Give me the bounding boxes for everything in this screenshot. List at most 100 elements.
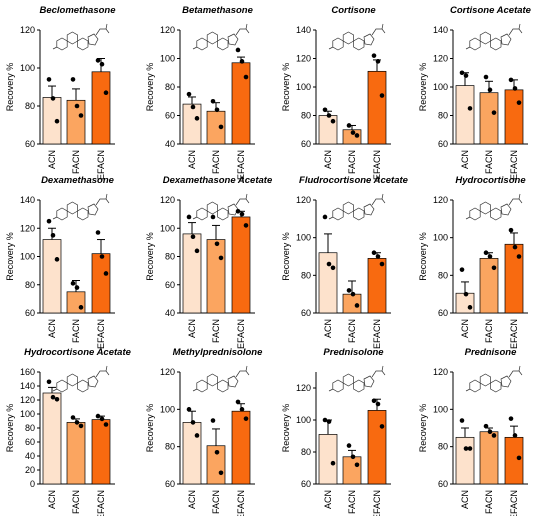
data-point bbox=[46, 77, 52, 82]
y-axis-label: Recovery % bbox=[418, 63, 428, 112]
y-tick-label: 100 bbox=[160, 223, 175, 233]
data-point bbox=[371, 250, 377, 256]
y-tick-label: 100 bbox=[296, 415, 311, 425]
bar bbox=[455, 436, 475, 485]
chart-panel: Prednisone Recovery % 60 80 100 120 ACN FACN EFA… bbox=[418, 347, 528, 516]
data-point bbox=[54, 257, 60, 262]
y-axis-label: Recovery % bbox=[418, 404, 428, 453]
category-label: ACN bbox=[187, 490, 197, 509]
bar bbox=[318, 434, 338, 485]
data-point bbox=[103, 90, 109, 95]
y-tick-label: 80 bbox=[438, 442, 448, 452]
data-point bbox=[322, 107, 328, 113]
data-point bbox=[235, 399, 241, 405]
bar bbox=[367, 410, 387, 485]
y-tick-label: 0 bbox=[30, 479, 35, 489]
y-axis-label: Recovery % bbox=[5, 63, 15, 112]
data-point bbox=[326, 419, 332, 424]
molecule-structure-icon bbox=[465, 23, 523, 51]
y-tick-label: 120 bbox=[20, 223, 35, 233]
data-point bbox=[491, 265, 497, 271]
chart-panel: Cortisone Acetate Recovery % 60 80 100 120 140… bbox=[418, 5, 532, 180]
data-point bbox=[235, 209, 241, 214]
category-label: FACN bbox=[71, 150, 81, 174]
chart-panel: Methylprednisolone Recovery % 60 80 100 120 AC… bbox=[145, 347, 263, 516]
category-label: ACN bbox=[323, 319, 333, 338]
data-point bbox=[350, 454, 356, 460]
data-point bbox=[371, 398, 377, 404]
data-point bbox=[194, 116, 200, 121]
y-tick-label: 120 bbox=[296, 383, 311, 393]
chart-title: Methylprednisolone bbox=[173, 347, 263, 358]
chart-panel: Dexamethasone Recovery % 60 80 100 120 140 ACN F… bbox=[5, 175, 115, 349]
data-point bbox=[190, 234, 196, 240]
data-point bbox=[78, 423, 84, 429]
data-point bbox=[508, 416, 514, 421]
category-label: ACN bbox=[187, 150, 197, 169]
y-tick-label: 80 bbox=[301, 111, 311, 121]
data-point bbox=[70, 415, 76, 420]
data-point bbox=[214, 107, 220, 113]
chart-title: Fludrocortisone Acetate bbox=[299, 175, 409, 186]
y-tick-label: 80 bbox=[165, 252, 175, 262]
y-tick-label: 100 bbox=[160, 404, 175, 414]
data-point bbox=[74, 420, 80, 425]
y-tick-label: 80 bbox=[25, 423, 35, 433]
y-tick-label: 60 bbox=[301, 479, 311, 489]
data-point bbox=[371, 53, 377, 58]
category-label: FACN bbox=[71, 490, 81, 514]
category-label: FACN bbox=[71, 319, 81, 343]
data-point bbox=[350, 130, 356, 135]
data-point bbox=[459, 267, 465, 272]
data-point bbox=[508, 227, 514, 233]
y-tick-label: 100 bbox=[20, 252, 35, 262]
molecule-structure-icon bbox=[465, 365, 523, 393]
data-point bbox=[330, 118, 336, 124]
data-point bbox=[186, 214, 192, 220]
data-point bbox=[467, 106, 473, 111]
y-tick-label: 140 bbox=[296, 25, 311, 35]
data-point bbox=[50, 96, 56, 101]
bar bbox=[231, 410, 251, 485]
category-label: EFACN bbox=[509, 490, 519, 516]
data-point bbox=[235, 47, 241, 53]
y-tick-label: 120 bbox=[433, 367, 448, 377]
data-point bbox=[186, 91, 192, 97]
molecule-structure-icon bbox=[465, 193, 523, 221]
category-label: FACN bbox=[484, 319, 494, 343]
data-point bbox=[54, 118, 60, 124]
data-point bbox=[322, 417, 328, 423]
data-point bbox=[74, 103, 80, 109]
data-point bbox=[350, 291, 356, 297]
data-point bbox=[346, 123, 352, 128]
y-tick-label: 60 bbox=[25, 139, 35, 149]
y-axis-label: Recovery % bbox=[281, 63, 291, 112]
category-label: ACN bbox=[47, 490, 57, 509]
bar bbox=[182, 422, 202, 485]
y-tick-label: 80 bbox=[301, 270, 311, 280]
category-label: ACN bbox=[47, 319, 57, 338]
data-point bbox=[210, 98, 216, 104]
data-point bbox=[322, 214, 328, 220]
category-label: FACN bbox=[347, 490, 357, 514]
data-point bbox=[214, 449, 220, 455]
y-tick-label: 120 bbox=[20, 395, 35, 405]
bar bbox=[504, 243, 524, 314]
data-point bbox=[70, 77, 76, 82]
data-point bbox=[512, 433, 518, 438]
category-label: EFACN bbox=[236, 490, 246, 516]
y-tick-label: 160 bbox=[20, 367, 35, 377]
molecule-structure-icon bbox=[192, 365, 250, 393]
y-axis-label: Recovery % bbox=[5, 232, 15, 281]
data-point bbox=[354, 462, 360, 468]
y-tick-label: 100 bbox=[433, 82, 448, 92]
y-tick-label: 60 bbox=[438, 139, 448, 149]
y-tick-label: 80 bbox=[25, 101, 35, 111]
chart-panel: Fludrocortisone Acetate Recovery % 60 80 100… bbox=[281, 175, 409, 349]
category-label: ACN bbox=[460, 490, 470, 509]
bar bbox=[318, 252, 338, 314]
bar bbox=[231, 216, 251, 314]
y-tick-label: 40 bbox=[165, 308, 175, 318]
y-tick-label: 40 bbox=[25, 451, 35, 461]
